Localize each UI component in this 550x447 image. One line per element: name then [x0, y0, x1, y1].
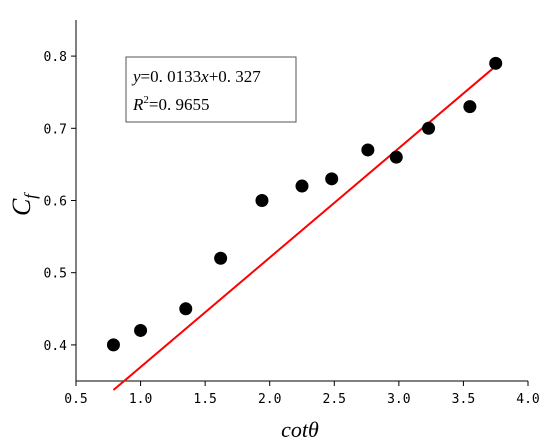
data-point — [255, 194, 269, 207]
y-tick-label: 0.5 — [44, 267, 67, 282]
x-tick-label: 4.0 — [516, 392, 539, 407]
data-point — [295, 179, 309, 193]
r-squared-text: R2=0. 9655 — [132, 94, 209, 114]
y-tick-label: 0.8 — [44, 50, 67, 65]
equation-annotation: y=0. 0133x+0. 327 R2=0. 9655 — [125, 56, 297, 123]
x-tick-label: 3.0 — [387, 392, 410, 407]
data-points — [106, 56, 503, 352]
x-tick-label: 1.5 — [193, 392, 216, 407]
x-tick-label: 1.0 — [129, 392, 152, 407]
y-axis-title: Cf — [7, 192, 40, 216]
data-point — [489, 56, 503, 70]
y-tick-label: 0.6 — [44, 195, 67, 210]
data-point — [325, 172, 339, 186]
annotation-box — [125, 56, 297, 123]
data-point — [389, 150, 403, 164]
y-ticks: 0.4 0.5 0.6 0.7 0.8 — [44, 50, 76, 354]
x-tick-label: 3.5 — [452, 392, 475, 407]
data-point — [214, 251, 228, 265]
x-tick-label: 2.5 — [323, 392, 346, 407]
fit-line — [112, 65, 497, 391]
data-point — [134, 323, 148, 337]
x-tick-label: 0.5 — [64, 392, 87, 407]
x-tick-label: 2.0 — [258, 392, 281, 407]
x-axis-title: cotθ — [281, 417, 319, 442]
data-point — [106, 338, 120, 352]
data-point — [361, 143, 375, 157]
data-point — [463, 100, 477, 114]
fit-line-group — [112, 65, 497, 391]
data-point — [422, 121, 436, 135]
y-tick-label: 0.4 — [44, 339, 68, 354]
data-point — [179, 302, 193, 316]
x-ticks: 0.5 1.0 1.5 2.0 2.5 3.0 3.5 4.0 — [64, 381, 540, 407]
equation-text: y=0. 0133x+0. 327 — [131, 67, 261, 86]
y-tick-label: 0.7 — [44, 122, 67, 137]
